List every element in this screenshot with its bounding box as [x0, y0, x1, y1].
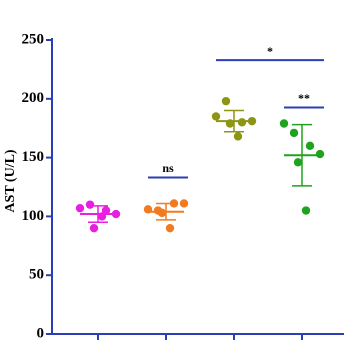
data-point — [279, 119, 289, 128]
y-tick-label: 0 — [37, 325, 45, 341]
data-point — [233, 132, 243, 141]
data-point — [289, 128, 299, 138]
data-point — [305, 141, 315, 151]
y-axis-label: AST (U/L) — [3, 149, 18, 212]
y-tick-label: 200 — [22, 90, 45, 106]
data-point — [157, 208, 167, 218]
significance-label: ** — [298, 91, 310, 105]
data-point — [89, 223, 99, 233]
data-point — [75, 203, 85, 213]
data-point — [315, 149, 325, 159]
significance-label: ns — [162, 161, 174, 175]
y-tick-label: 250 — [22, 31, 45, 47]
data-point — [237, 118, 247, 127]
y-tick-label: 100 — [22, 208, 45, 224]
data-point — [221, 96, 231, 106]
data-point — [101, 206, 111, 215]
data-point — [293, 158, 303, 167]
significance-label: * — [267, 44, 273, 58]
data-point — [85, 200, 95, 209]
y-tick-label: 50 — [29, 267, 44, 283]
data-point — [211, 112, 221, 121]
data-point — [165, 223, 175, 233]
data-point — [301, 206, 311, 215]
data-point — [179, 199, 189, 208]
y-tick-label: 150 — [22, 149, 45, 165]
